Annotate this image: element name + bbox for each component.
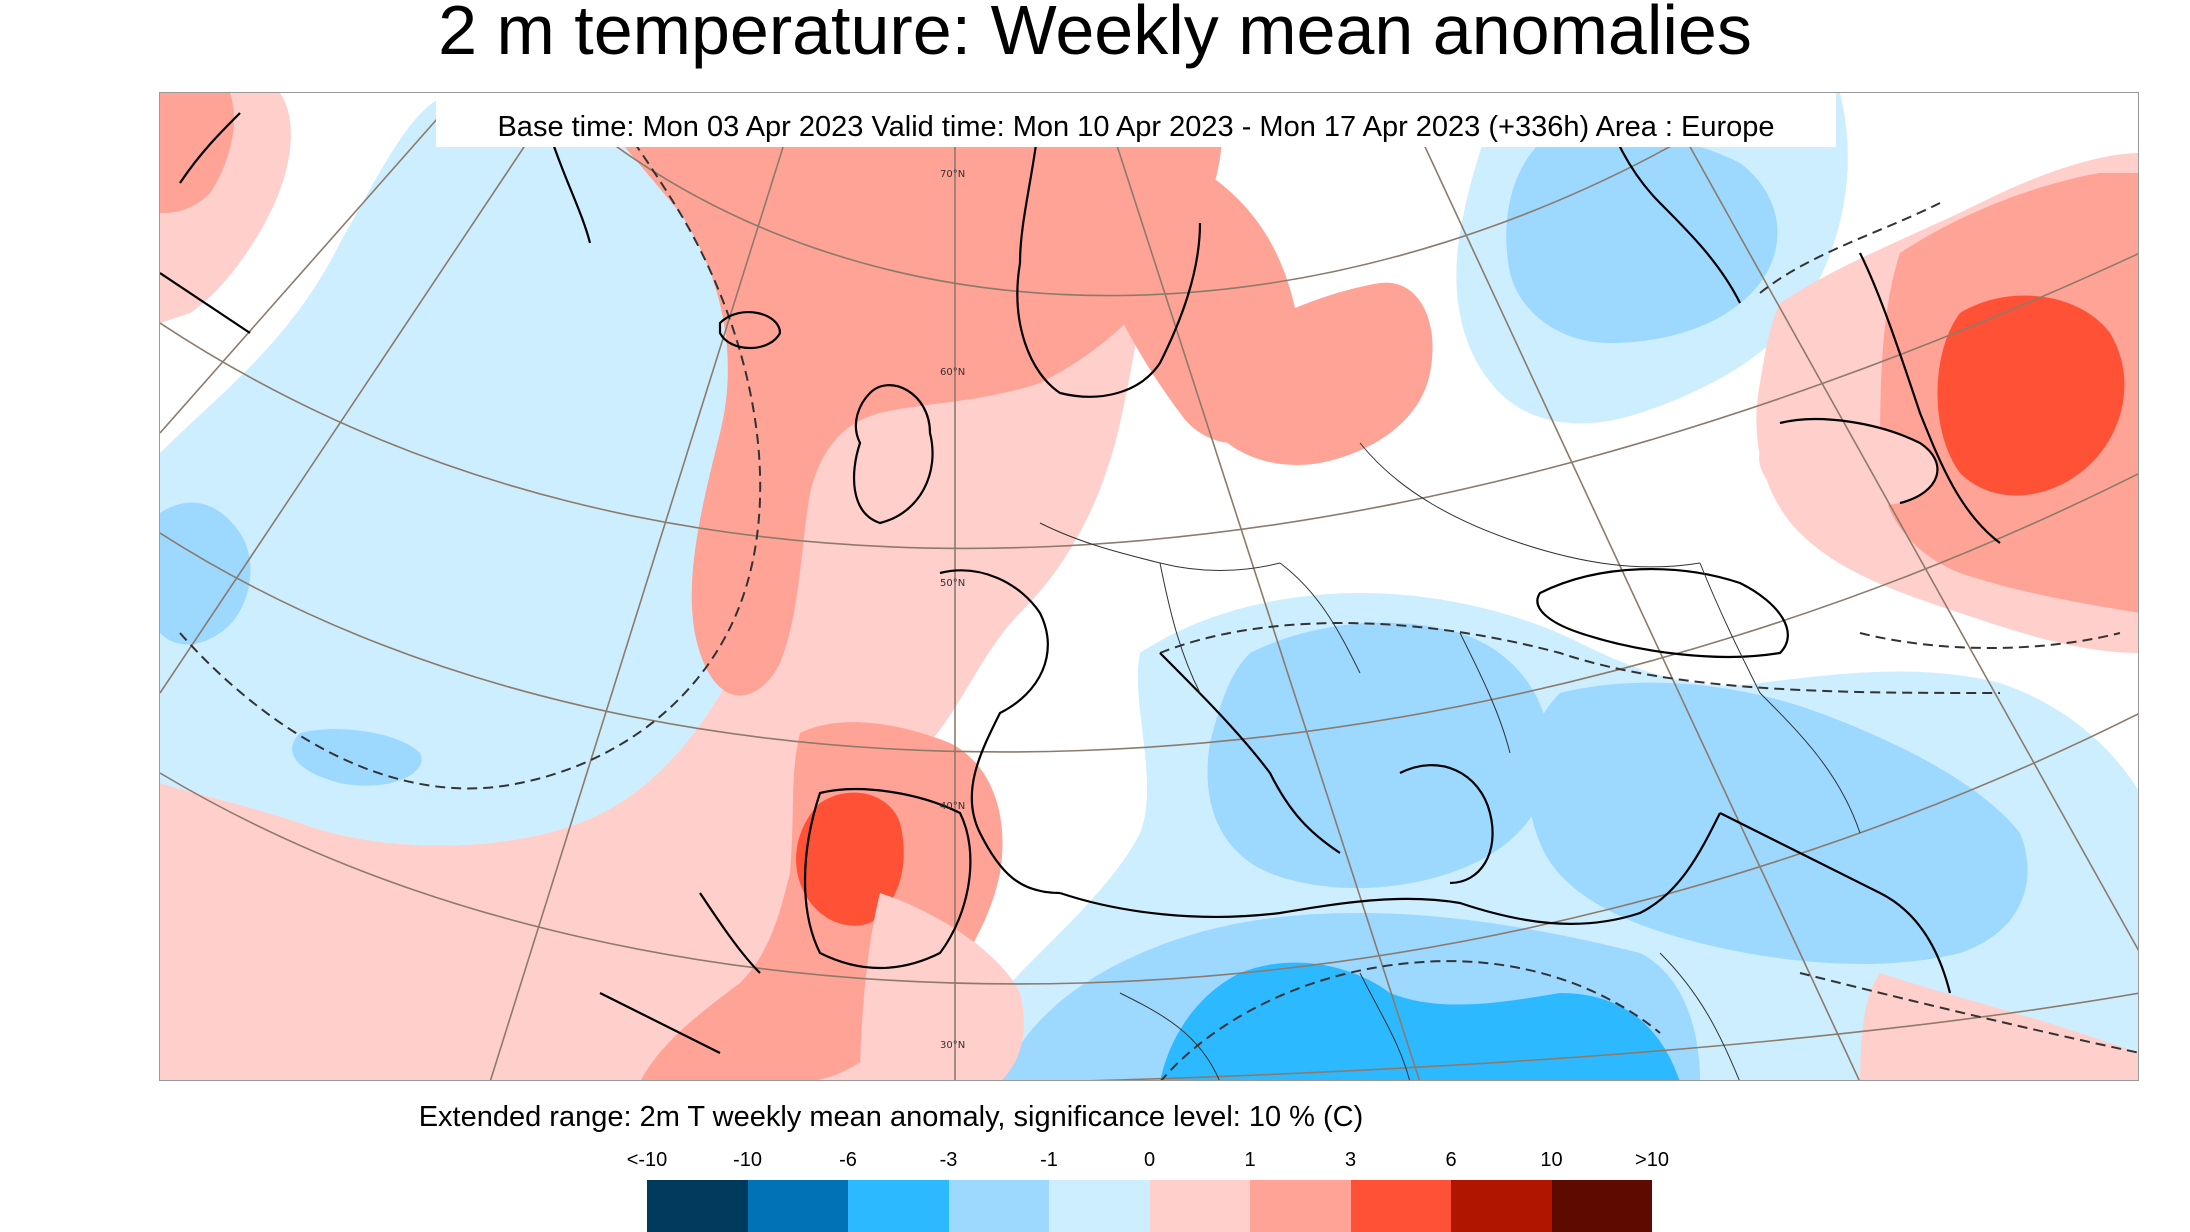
legend-tick-labels: <-10 -10 -6 -3 -1 0 1 3 6 10 >10	[597, 1149, 1702, 1173]
legend-tick: -3	[939, 1149, 958, 1171]
legend-swatch	[1250, 1180, 1351, 1232]
legend-tick: 3	[1344, 1149, 1357, 1171]
middle-east-warm	[1860, 973, 2138, 1080]
graticule	[160, 93, 2138, 1080]
balkans-colder	[1207, 622, 1550, 888]
legend-tick: 0	[1143, 1149, 1156, 1171]
anomaly-map: 70°N 60°N 50°N 40°N 30°N Base time: Mon …	[159, 92, 2139, 1081]
legend-swatch	[1049, 1180, 1150, 1232]
country-borders	[1039, 442, 1861, 1080]
legend-tick: -10	[733, 1149, 762, 1171]
lat-label-30: 30°N	[940, 1040, 965, 1051]
map-canvas: 70°N 60°N 50°N 40°N 30°N	[160, 93, 2138, 1080]
legend-color-bar	[647, 1180, 1652, 1232]
coastlines	[160, 93, 2001, 1054]
baltic-warm	[1200, 282, 1433, 465]
atlantic-cool-anomaly	[160, 93, 813, 846]
legend-tick: -6	[839, 1149, 857, 1171]
legend-tick: -1	[1040, 1149, 1058, 1171]
legend-swatch	[1451, 1180, 1552, 1232]
map-subtitle: Base time: Mon 03 Apr 2023 Valid time: M…	[436, 93, 1836, 147]
legend-tick: 6	[1445, 1149, 1457, 1171]
anatolia-cold	[1526, 682, 2028, 964]
legend-tick: <-10	[626, 1149, 668, 1171]
lat-label-70: 70°N	[940, 169, 965, 180]
caspian-warm	[1759, 419, 1938, 507]
atlantic-cold-patch-2	[292, 729, 422, 786]
lat-label-50: 50°N	[940, 578, 965, 589]
legend-tick: 1	[1244, 1149, 1256, 1171]
legend-tick: 10	[1540, 1149, 1563, 1171]
greenland-warmer	[160, 93, 234, 213]
chart-title: 2 m temperature: Weekly mean anomalies	[438, 0, 1752, 69]
central-spain-hot	[796, 792, 904, 926]
southwest-warm-anomaly	[160, 93, 900, 1080]
legend-swatch	[848, 1180, 949, 1232]
atlantic-cold-patch	[160, 502, 251, 645]
legend-swatch	[1551, 1180, 1652, 1232]
significance-contours	[179, 93, 2138, 1080]
legend-tick: >10	[1635, 1149, 1669, 1171]
legend-swatch	[647, 1180, 748, 1232]
sahara-colder	[1160, 962, 1680, 1080]
legend-swatch	[948, 1180, 1049, 1232]
north-africa-warm	[860, 893, 1024, 1080]
legend-swatch	[1350, 1180, 1451, 1232]
legend-swatch	[1149, 1180, 1250, 1232]
russia-hot	[1937, 295, 2125, 496]
north-atlantic-warm-band	[590, 93, 1223, 696]
legend-swatch	[747, 1180, 848, 1232]
lat-label-40: 40°N	[940, 801, 965, 812]
northeast-cold	[1506, 132, 1778, 343]
legend-title: Extended range: 2m T weekly mean anomaly…	[418, 1101, 1364, 1133]
lat-label-60: 60°N	[940, 367, 965, 378]
